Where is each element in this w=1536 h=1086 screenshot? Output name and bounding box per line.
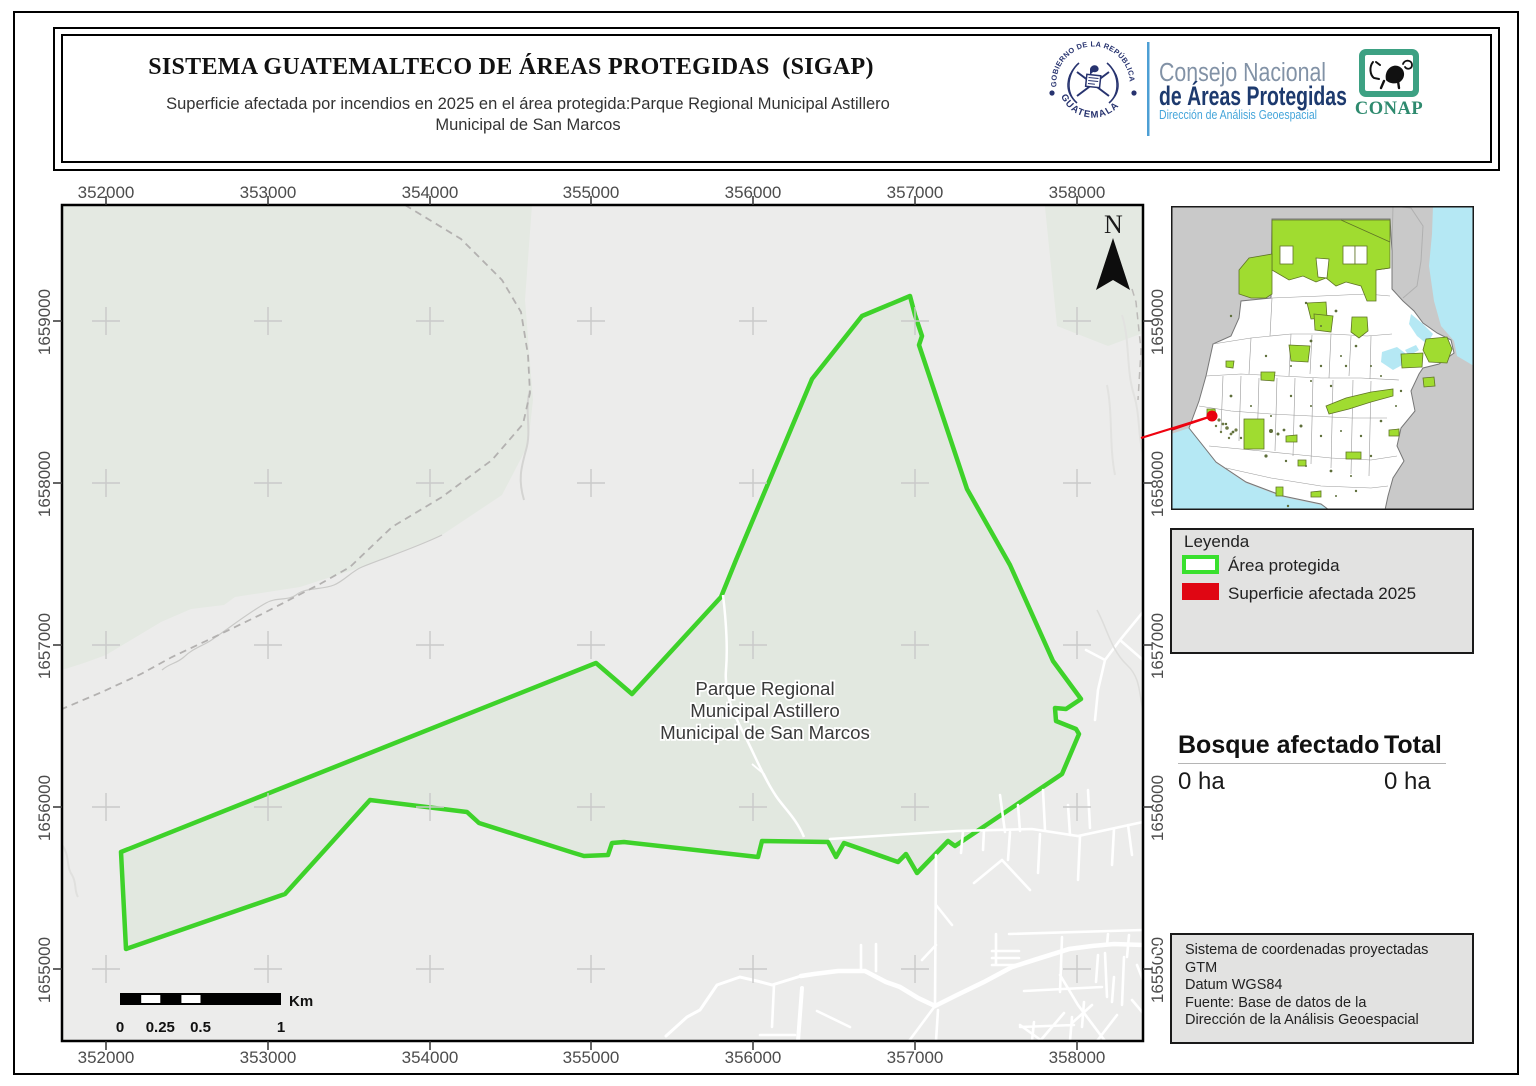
svg-text:Km: Km: [289, 993, 313, 1010]
svg-text:1: 1: [277, 1019, 285, 1036]
svg-text:de Áreas Protegidas: de Áreas Protegidas: [1159, 80, 1347, 111]
svg-text:Municipal de San Marcos: Municipal de San Marcos: [660, 722, 870, 743]
svg-text:CONAP: CONAP: [1355, 99, 1423, 119]
svg-text:GUATEMALA: GUATEMALA: [1058, 92, 1122, 121]
svg-text:Parque Regional: Parque Regional: [695, 678, 834, 699]
svg-text:N: N: [1104, 210, 1123, 239]
svg-text:Municipal Astillero: Municipal Astillero: [690, 700, 840, 721]
svg-text:Consejo Nacional: Consejo Nacional: [1159, 58, 1326, 88]
svg-text:0: 0: [116, 1019, 124, 1036]
svg-text:0.25: 0.25: [146, 1019, 175, 1036]
svg-text:Dirección de Análisis Geoespac: Dirección de Análisis Geoespacial: [1159, 109, 1317, 122]
svg-text:0.5: 0.5: [190, 1019, 211, 1036]
